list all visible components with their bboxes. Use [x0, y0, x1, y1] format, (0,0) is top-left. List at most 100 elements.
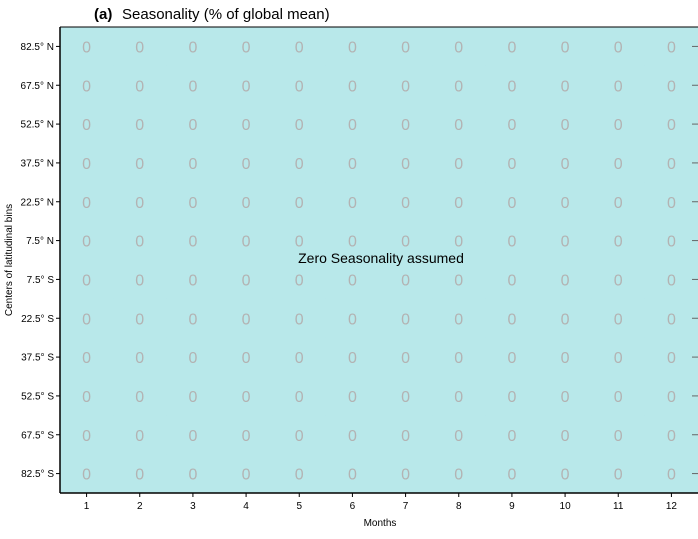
heatmap-cell: [166, 104, 220, 144]
heatmap-cell: [432, 221, 486, 261]
heatmap-cell: [166, 65, 220, 106]
cell-value-label: 0: [82, 234, 91, 251]
heatmap-cell: [379, 27, 433, 67]
cell-value-label: 0: [507, 428, 516, 445]
heatmap-cell: [538, 104, 593, 144]
cell-value-label: 0: [614, 78, 623, 95]
cell-value-label: 0: [135, 78, 144, 95]
heatmap-cell: [485, 221, 539, 261]
heatmap-cell: [325, 454, 380, 494]
cell-value-label: 0: [242, 350, 251, 367]
cell-value-label: 0: [667, 156, 676, 173]
heatmap-cell: [113, 298, 167, 339]
heatmap-cell: [644, 143, 698, 183]
heatmap-cell: [379, 143, 433, 183]
heatmap-cell: [644, 454, 698, 494]
cell-value-label: 0: [242, 195, 251, 212]
cell-value-label: 0: [295, 117, 304, 134]
heatmap-cell: [272, 415, 327, 455]
cell-value-label: 0: [401, 39, 410, 56]
cell-value-label: 0: [82, 272, 91, 289]
heatmap-cell: [272, 182, 327, 222]
cell-value-label: 0: [348, 156, 357, 173]
cell-value-label: 0: [454, 389, 463, 406]
cell-value-label: 0: [135, 117, 144, 134]
heatmap-cell: [219, 454, 274, 494]
heatmap-cell: [485, 415, 539, 455]
cell-value-label: 0: [135, 428, 144, 445]
cell-value-label: 0: [401, 195, 410, 212]
heatmap-cell: [219, 143, 274, 183]
cell-value-label: 0: [295, 272, 304, 289]
heatmap-cell: [166, 221, 220, 261]
heatmap-cell: [591, 298, 646, 339]
cell-value-label: 0: [507, 156, 516, 173]
cell-value-label: 0: [454, 78, 463, 95]
heatmap-cell: [166, 454, 220, 494]
heatmap-cell: [432, 454, 486, 494]
cell-value-label: 0: [242, 156, 251, 173]
cell-value-label: 0: [454, 272, 463, 289]
y-tick-label: 22.5° N: [21, 197, 54, 208]
cell-value-label: 0: [614, 117, 623, 134]
heatmap-cell: [113, 104, 167, 144]
plot-area: 0 0 0 0 0 0 0 0 0 0 0 0 0 0 0 0 0 0 0 0 0 0 0 0 0 0 0 0 0 0 0 0 0 0 0 0 0 0 0 0…: [21, 26, 698, 512]
heatmap-cell: [485, 65, 539, 106]
heatmap-cell: [644, 65, 698, 106]
cell-value-label: 0: [188, 195, 197, 212]
cell-value-label: 0: [401, 117, 410, 134]
heatmap-cell: [60, 182, 114, 222]
heatmap-cell: [166, 27, 220, 67]
heatmap-cell: [113, 415, 167, 455]
cell-value-label: 0: [507, 195, 516, 212]
heatmap-cell: [379, 104, 433, 144]
heatmap-cell: [166, 298, 220, 339]
heatmap-cell: [538, 65, 593, 106]
cell-value-label: 0: [507, 389, 516, 406]
cell-value-label: 0: [295, 389, 304, 406]
y-tick-label: 82.5° S: [21, 469, 54, 480]
heatmap-cell: [538, 260, 593, 300]
cell-value-label: 0: [188, 78, 197, 95]
cell-value-label: 0: [348, 234, 357, 251]
heatmap-cell: [272, 221, 327, 261]
heatmap-cell: [219, 104, 274, 144]
heatmap-cell: [432, 182, 486, 222]
cell-value-label: 0: [667, 350, 676, 367]
x-tick-label: 9: [509, 501, 515, 512]
heatmap-cell: [379, 260, 433, 300]
cell-value-label: 0: [348, 78, 357, 95]
cell-value-label: 0: [188, 39, 197, 56]
heatmap-cell: [432, 337, 486, 377]
heatmap-cell: [219, 182, 274, 222]
cell-value-label: 0: [561, 234, 570, 251]
heatmap-cell: [538, 27, 593, 67]
heatmap-cell: [60, 143, 114, 183]
x-tick-label: 4: [243, 501, 249, 512]
heatmap-cell: [113, 221, 167, 261]
cell-value-label: 0: [135, 39, 144, 56]
cell-value-label: 0: [348, 272, 357, 289]
cell-value-label: 0: [82, 389, 91, 406]
heatmap-cell: [379, 182, 433, 222]
heatmap-cell: [166, 376, 220, 416]
cell-value-label: 0: [242, 272, 251, 289]
cell-value-label: 0: [507, 117, 516, 134]
cell-value-label: 0: [348, 311, 357, 328]
cell-value-label: 0: [242, 428, 251, 445]
cell-value-label: 0: [135, 156, 144, 173]
heatmap-cell: [591, 104, 646, 144]
cell-value-label: 0: [295, 467, 304, 484]
cell-value-label: 0: [348, 195, 357, 212]
heatmap-cell: [60, 376, 114, 416]
heatmap-cell: [60, 260, 114, 300]
heatmap-cell: [272, 65, 327, 106]
cell-value-label: 0: [188, 389, 197, 406]
y-tick-label: 82.5° N: [21, 42, 54, 53]
cell-value-label: 0: [454, 156, 463, 173]
heatmap-cell: [485, 376, 539, 416]
heatmap-cell: [432, 65, 486, 106]
cell-value-label: 0: [348, 39, 357, 56]
